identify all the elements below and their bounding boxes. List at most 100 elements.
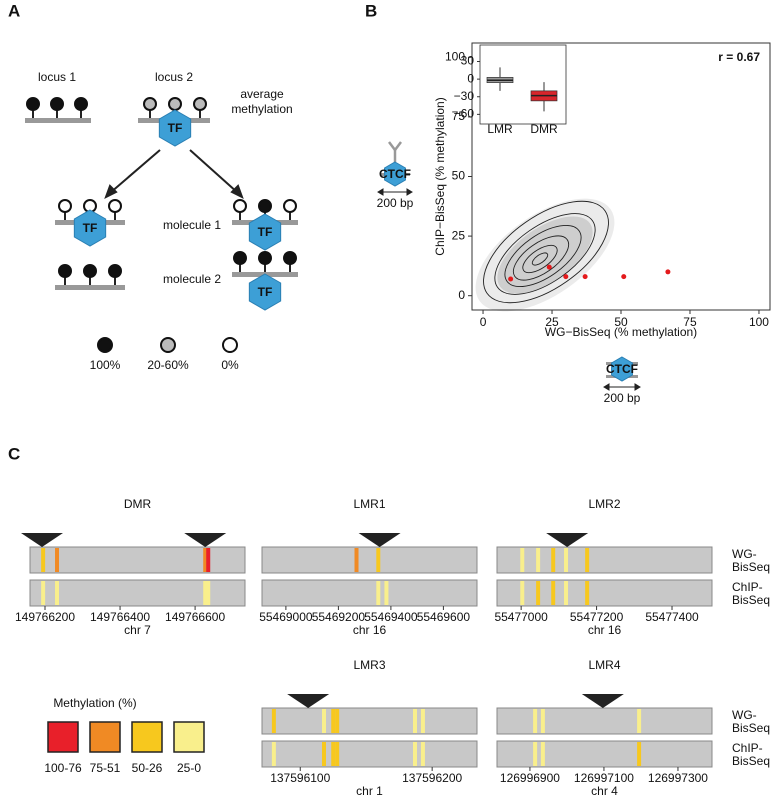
track-title: LMR3 [353,658,385,672]
track-tick-label: 149766400 [90,610,150,624]
track-tick-label: 126997300 [648,771,708,785]
legend-swatch [173,721,205,753]
methyl-bar [384,581,389,605]
track-tick-label: 55469400 [364,610,418,624]
y-axis-label: ChIP−BisSeq (% methylation) [433,97,447,255]
y-tick-label: 100 [445,49,465,63]
methyl-bar [55,581,60,605]
methyl-bar [585,548,590,572]
hexagon [611,356,633,382]
methyl-bar [585,581,590,605]
hexagon [158,109,192,147]
legend-label: 75-51 [90,761,121,775]
y-tick-label: 75 [452,109,466,123]
inset-tick-label: −30 [454,89,475,103]
point [665,269,671,275]
methyl-bar [41,548,46,572]
methyl-site [258,251,272,265]
antibody [388,141,402,162]
methyl-site [258,199,272,213]
legend-label: 0% [221,358,239,372]
methyl-site [108,199,122,213]
methyl-bar [376,581,381,605]
site-arrow [358,533,401,547]
legend-label: 100-76 [44,761,82,775]
track-tick-label: 55477000 [494,610,548,624]
site-arrow [21,533,64,547]
methyl-bar [376,548,381,572]
methyl-bar [41,581,46,605]
methyl-bar [335,709,340,733]
methyl-bar [206,548,211,572]
molecule-label: molecule 1 [163,218,221,232]
methyl-bar [206,581,211,605]
methyl-bar [637,742,642,766]
hexagon-label: CTCF [379,167,411,181]
track-tick-label: 126996900 [500,771,560,785]
panel-label: C [8,444,20,463]
methyl-bar [55,548,60,572]
methyl-bar [533,742,538,766]
panel-label: B [365,1,377,20]
methyl-bar [331,709,336,733]
track-tick-label: 55469600 [417,610,471,624]
hexagon-label: TF [83,221,98,235]
avg-label: average [240,87,284,101]
methyl-bar [420,709,425,733]
legend-label: 25-0 [177,761,201,775]
hexagon [248,273,282,311]
legend-swatch [47,721,79,753]
y-tick-label: 50 [452,169,466,183]
track-tick-label: 137596100 [270,771,330,785]
inset-tick-label: 30 [461,54,475,68]
methyl-site [283,199,297,213]
track-title: DMR [124,497,152,511]
track [261,707,478,735]
hexagon [73,209,107,247]
methyl-bar [564,548,569,572]
track-tick-label: 55477200 [570,610,624,624]
legend-label: 50-26 [132,761,163,775]
site-arrow [581,694,624,708]
density-cloud [475,198,615,312]
methyl-bar [335,742,340,766]
track [29,579,246,607]
methyl-bar [564,581,569,605]
methyl-bar [331,742,336,766]
methyl-bar [540,709,545,733]
track [496,707,713,735]
methyl-site [83,264,97,278]
methyl-bar [520,548,525,572]
chr-label: chr 16 [588,623,622,637]
track [496,546,713,574]
methyl-site [26,97,40,111]
hexagon-label: TF [168,121,183,135]
track-title: LMR1 [353,497,385,511]
methyl-site [143,97,157,111]
methyl-bar [354,548,359,572]
chr-label: chr 7 [124,623,151,637]
row-label: WG- [732,708,757,722]
inset-frame [479,44,567,125]
methyl-site [58,199,72,213]
methyl-bar [551,548,556,572]
span-label: 200 bp [604,391,641,405]
row-label: WG- [732,547,757,561]
x-tick-label: 75 [683,315,697,329]
track [496,579,713,607]
methyl-bar [203,548,208,572]
inset-tick-label: 0 [467,71,474,85]
methyl-site [233,199,247,213]
methyl-bar [533,709,538,733]
x-tick-label: 0 [480,315,487,329]
row-label: ChIP- [732,580,763,594]
locus-label: locus 1 [38,70,76,84]
hexagon-label: CTCF [606,362,638,376]
track-title: LMR4 [588,658,620,672]
x-tick-label: 50 [614,315,628,329]
methyl-bar [551,581,556,605]
span-arrows [377,188,641,391]
row-label: BisSeq [732,560,770,574]
legend-site [222,337,238,353]
